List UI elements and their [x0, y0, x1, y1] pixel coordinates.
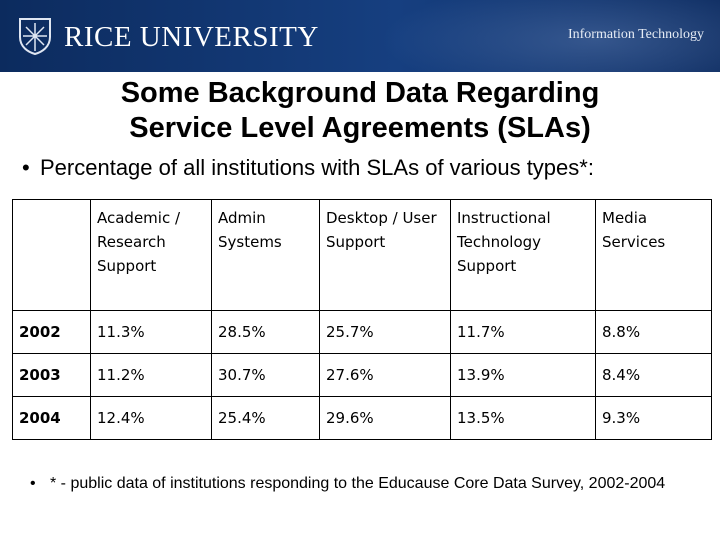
table-header-row: Academic / Research Support Admin System… — [12, 199, 712, 311]
table-cell: 13.5% — [450, 396, 596, 440]
column-header: Media Services — [595, 199, 712, 311]
sla-table: Academic / Research Support Admin System… — [12, 199, 712, 440]
department-name: Information Technology — [567, 27, 704, 42]
table-cell: 27.6% — [319, 353, 451, 397]
main-bullet: • Percentage of all institutions with SL… — [22, 155, 640, 181]
year-cell: 2002 — [12, 310, 91, 354]
banner-glow — [380, 0, 720, 72]
header-banner: RICE UNIVERSITY Information Technology — [0, 0, 720, 72]
column-header: Academic / Research Support — [90, 199, 212, 311]
table-cell: 29.6% — [319, 396, 451, 440]
column-header: Instructional Technology Support — [450, 199, 596, 311]
bullet-icon: • — [22, 155, 30, 180]
university-name: RICE UNIVERSITY — [64, 21, 319, 53]
table-cell: 11.3% — [90, 310, 212, 354]
table-row: 2004 12.4% 25.4% 29.6% 13.5% 9.3% — [12, 396, 712, 440]
table-cell: 30.7% — [211, 353, 320, 397]
footnote-text: * - public data of institutions respondi… — [50, 475, 666, 492]
year-cell: 2004 — [12, 396, 91, 440]
table-row: 2002 11.3% 28.5% 25.7% 11.7% 8.8% — [12, 310, 712, 354]
table-cell: 11.2% — [90, 353, 212, 397]
corner-cell — [12, 199, 91, 311]
main-bullet-text: Percentage of all institutions with SLAs… — [40, 155, 594, 180]
footnote-bullet: • * - public data of institutions respon… — [30, 474, 680, 494]
title-line-1: Some Background Data Regarding — [120, 77, 600, 109]
column-header: Desktop / User Support — [319, 199, 451, 311]
table-cell: 8.8% — [595, 310, 712, 354]
shield-logo-icon — [19, 18, 51, 55]
table-cell: 28.5% — [211, 310, 320, 354]
table-cell: 8.4% — [595, 353, 712, 397]
slide-title: Some Background Data Regarding Service L… — [0, 76, 720, 146]
table-cell: 13.9% — [450, 353, 596, 397]
table-cell: 11.7% — [450, 310, 596, 354]
table-row: 2003 11.2% 30.7% 27.6% 13.9% 8.4% — [12, 353, 712, 397]
table-cell: 12.4% — [90, 396, 212, 440]
title-line-2: Service Level Agreements (SLAs) — [129, 112, 591, 144]
year-cell: 2003 — [12, 353, 91, 397]
table-cell: 9.3% — [595, 396, 712, 440]
column-header: Admin Systems — [211, 199, 320, 311]
table-cell: 25.4% — [211, 396, 320, 440]
table-cell: 25.7% — [319, 310, 451, 354]
bullet-icon: • — [30, 475, 36, 492]
